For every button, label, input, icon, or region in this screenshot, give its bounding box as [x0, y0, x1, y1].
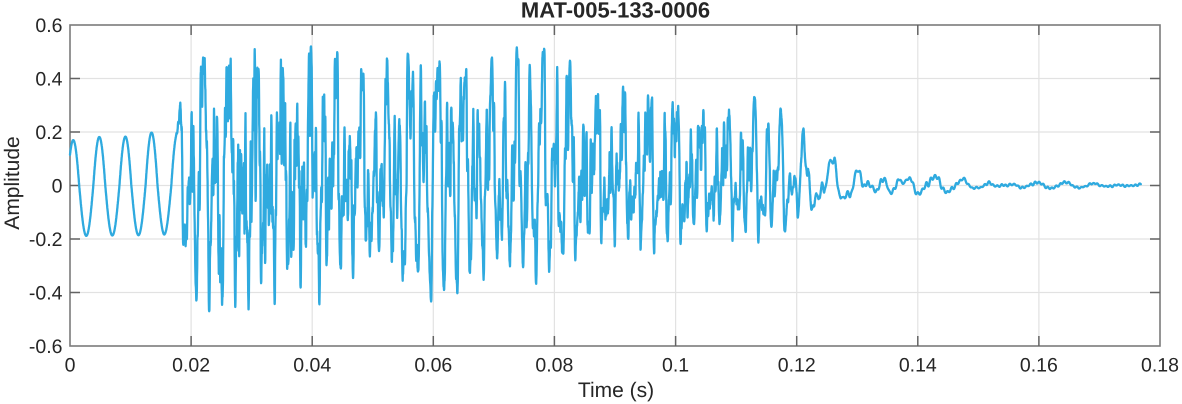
svg-text:Time (s): Time (s) [578, 379, 654, 402]
svg-text:Amplitude: Amplitude [1, 136, 24, 229]
svg-text:0.16: 0.16 [1020, 355, 1058, 377]
svg-text:0.14: 0.14 [899, 355, 937, 377]
svg-text:0.4: 0.4 [35, 69, 62, 91]
svg-text:0.12: 0.12 [778, 355, 816, 377]
svg-text:0: 0 [52, 176, 63, 198]
svg-text:0: 0 [65, 355, 76, 377]
svg-text:0.1: 0.1 [662, 355, 689, 377]
svg-text:0.6: 0.6 [35, 15, 62, 37]
svg-text:-0.4: -0.4 [29, 283, 63, 305]
svg-text:0.06: 0.06 [414, 355, 452, 377]
svg-text:-0.2: -0.2 [29, 229, 63, 251]
svg-text:0.18: 0.18 [1141, 355, 1179, 377]
svg-text:0.2: 0.2 [35, 122, 62, 144]
svg-text:0.04: 0.04 [293, 355, 331, 377]
svg-text:MAT-005-133-0006: MAT-005-133-0006 [521, 0, 710, 22]
svg-text:-0.6: -0.6 [29, 336, 63, 358]
svg-text:0.02: 0.02 [172, 355, 210, 377]
svg-text:0.08: 0.08 [535, 355, 573, 377]
